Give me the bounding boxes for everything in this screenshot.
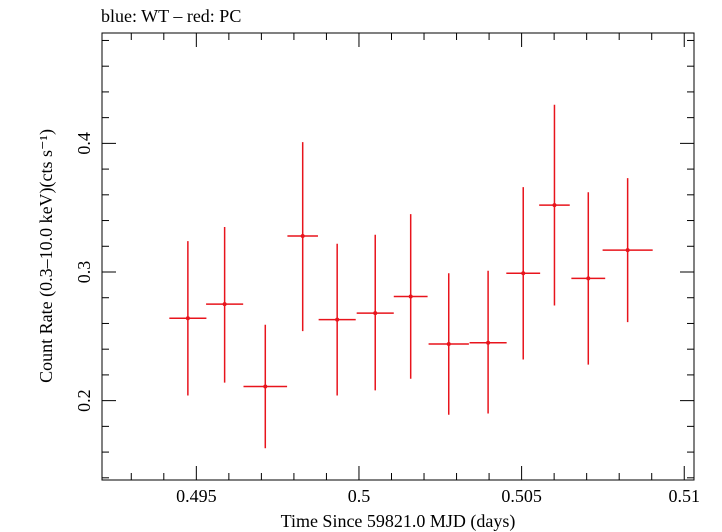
data-point <box>486 340 491 345</box>
y-axis-label: Count Rate (0.3–10.0 keV)(cts s⁻¹) <box>36 129 57 383</box>
data-point <box>625 248 630 253</box>
x-tick-label: 0.5 <box>348 486 371 506</box>
data-point <box>408 294 413 299</box>
data-point <box>446 342 451 347</box>
data-point <box>185 316 190 321</box>
plot-frame <box>101 32 695 481</box>
data-point <box>521 271 526 276</box>
x-axis-label: Time Since 59821.0 MJD (days) <box>281 511 516 532</box>
chart-title: blue: WT – red: PC <box>101 6 241 26</box>
data-series-pc <box>169 104 653 449</box>
data-point <box>373 311 378 316</box>
y-tick-label: 0.3 <box>74 261 94 284</box>
x-tick-label: 0.51 <box>668 486 700 506</box>
y-tick-label: 0.2 <box>74 389 94 412</box>
data-point <box>335 317 340 322</box>
data-point <box>300 233 305 238</box>
data-point <box>552 203 557 208</box>
y-tick-label: 0.4 <box>74 132 94 155</box>
x-tick-label: 0.495 <box>176 486 217 506</box>
data-point <box>263 384 268 389</box>
x-axis: 0.495 0.5 0.505 0.51 <box>130 33 700 506</box>
data-point <box>586 276 591 281</box>
y-axis: 0.2 0.3 0.4 <box>74 39 694 479</box>
data-point <box>222 302 227 307</box>
x-tick-label: 0.505 <box>501 486 542 506</box>
